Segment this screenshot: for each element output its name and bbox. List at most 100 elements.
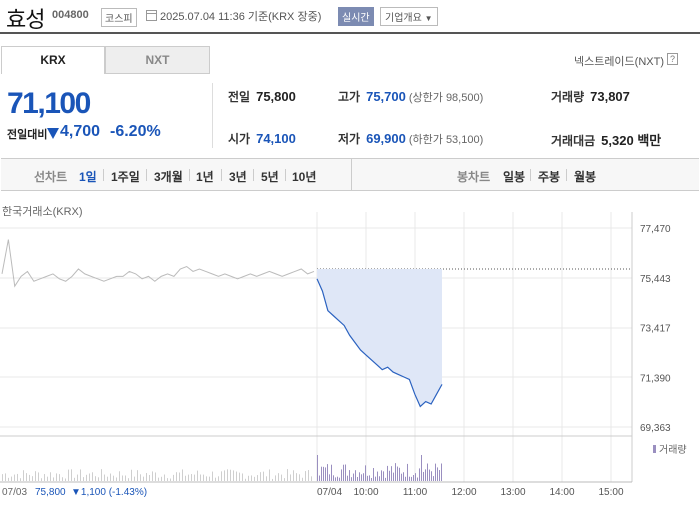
stat-value: 75,700	[366, 89, 406, 104]
series	[1, 239, 632, 408]
volume-bar	[371, 477, 372, 481]
volume-bar	[17, 473, 18, 481]
volume-legend: 거래량	[653, 444, 687, 456]
volume-bar	[437, 467, 438, 481]
volume-bar	[32, 476, 33, 481]
volume-bar	[245, 478, 246, 481]
volume-bar	[429, 469, 430, 481]
divider	[212, 83, 213, 148]
candle-weekly[interactable]: 주봉	[538, 170, 561, 184]
volume-bar	[200, 474, 201, 481]
volume-bar	[137, 470, 138, 481]
volume-bar	[311, 476, 312, 481]
volume-legend-swatch	[653, 445, 656, 453]
volume-bar	[113, 475, 114, 481]
volume-bar	[254, 476, 255, 481]
volume-bar	[353, 473, 354, 481]
volume-bar	[431, 471, 432, 481]
volume-bar	[143, 476, 144, 481]
volume-bar	[116, 477, 117, 481]
x-tick-label: 12:00	[451, 487, 476, 498]
market-badge: 코스피	[101, 8, 137, 27]
company-overview-button[interactable]: 기업개요 ▼	[380, 7, 438, 26]
volume-bar	[339, 477, 340, 481]
period-1y[interactable]: 1년	[196, 170, 214, 184]
volume-bar	[131, 469, 132, 481]
volume-bar	[299, 474, 300, 481]
volume-bar	[351, 477, 352, 481]
x-tick-label: 14:00	[549, 487, 574, 498]
volume-bar	[269, 469, 270, 481]
stat-value: 73,807	[590, 89, 630, 104]
x-tick-label: 15:00	[598, 487, 623, 498]
volume-bar	[35, 471, 36, 481]
nxt-link[interactable]: 넥스트레이드(NXT)	[573, 56, 664, 68]
volume-bar	[383, 471, 384, 481]
volume-bar	[14, 474, 15, 481]
volume-bar	[41, 478, 42, 481]
volume-bar	[331, 464, 332, 481]
period-bar: 선차트 1일 1주일 3개월 1년 3년 5년 10년 봉차트 일봉 주봉 월봉	[1, 158, 699, 191]
volume-bar	[56, 473, 57, 481]
stat-value: 75,800	[256, 89, 296, 104]
tab-nxt[interactable]: NXT	[105, 46, 210, 74]
volume-bar	[179, 472, 180, 481]
volume-bar	[287, 469, 288, 481]
exchange-label: 한국거래소(KRX)	[2, 206, 83, 218]
volume-bar	[218, 476, 219, 481]
change-percent: -6.20%	[110, 123, 161, 140]
volume-bar	[381, 470, 382, 481]
volume-bar	[302, 477, 303, 481]
volume-bar	[236, 471, 237, 481]
volume-bar	[296, 473, 297, 481]
volume-bar	[221, 471, 222, 481]
volume-bar	[365, 465, 366, 481]
volume-bar	[74, 477, 75, 481]
period-5y[interactable]: 5년	[261, 170, 279, 184]
candle-monthly[interactable]: 월봉	[574, 170, 597, 184]
period-10y[interactable]: 10년	[292, 170, 317, 184]
period-1d[interactable]: 1일	[79, 170, 97, 184]
volume-bar	[188, 474, 189, 481]
volume-bar	[155, 472, 156, 481]
volume-bar	[305, 471, 306, 481]
volume-bar	[435, 463, 436, 481]
tab-krx[interactable]: KRX	[1, 46, 105, 74]
volume-bar	[417, 477, 418, 481]
period-3y[interactable]: 3년	[229, 170, 247, 184]
volume-bar	[224, 470, 225, 481]
volume-bar	[407, 463, 408, 481]
volume-bar	[161, 476, 162, 481]
change-label: 전일대비	[7, 129, 48, 141]
volume-bar	[71, 469, 72, 481]
volume-bar	[319, 475, 320, 481]
volume-bar	[329, 474, 330, 481]
volume-bar	[77, 474, 78, 481]
volume-bar	[80, 469, 81, 481]
current-price: 71,100	[7, 87, 91, 120]
volume-bar	[333, 475, 334, 481]
volume-bar	[227, 469, 228, 481]
volume-bar	[194, 474, 195, 481]
period-1w[interactable]: 1주일	[111, 170, 140, 184]
volume-bar	[233, 470, 234, 481]
help-icon[interactable]: ?	[667, 53, 678, 65]
stat-sub: (하한가 53,100)	[408, 134, 484, 146]
separator	[253, 169, 254, 181]
volume-bar	[284, 478, 285, 481]
volume-bar	[397, 466, 398, 481]
period-3m[interactable]: 3개월	[154, 170, 183, 184]
volume-bar	[134, 476, 135, 481]
divider	[351, 159, 352, 190]
volume-bar	[317, 455, 318, 481]
volume-bar	[176, 472, 177, 481]
stat-label: 고가	[338, 90, 361, 104]
volume-bar	[251, 475, 252, 481]
volume-bar	[341, 469, 342, 481]
x-tick-label: 13:00	[500, 487, 525, 498]
candle-daily[interactable]: 일봉	[503, 170, 526, 184]
volume-bar	[167, 478, 168, 481]
volume-bar	[68, 469, 69, 481]
